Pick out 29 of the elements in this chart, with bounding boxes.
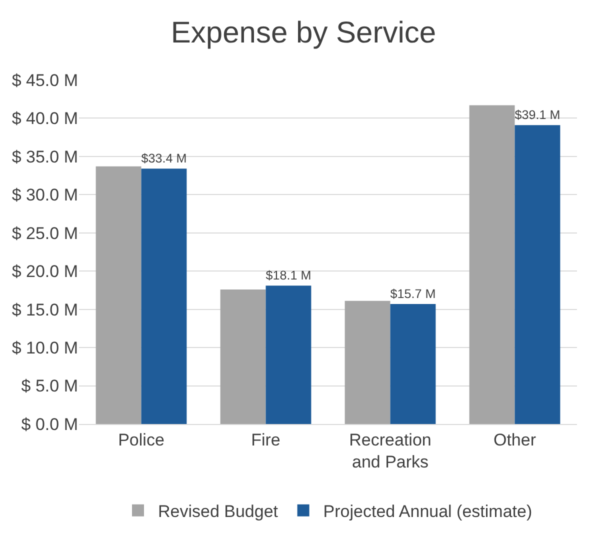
x-tick-label: Other	[493, 430, 536, 450]
bar	[220, 289, 266, 424]
data-label: $39.1 M	[514, 108, 560, 122]
data-label: $15.7 M	[390, 287, 436, 302]
data-label: $33.4 M	[141, 152, 187, 166]
y-tick-label: $ 5.0 M	[21, 376, 78, 396]
y-tick-label: $ 10.0 M	[12, 338, 78, 358]
x-tick-label: Police	[118, 430, 164, 450]
y-tick-label: $ 30.0 M	[12, 186, 78, 205]
chart-title: Expense by Service	[170, 16, 436, 50]
data-label: $18.1 M	[266, 268, 312, 283]
bar	[344, 300, 390, 424]
x-tick-label: Fire	[251, 430, 280, 450]
bar	[266, 286, 312, 424]
bar	[96, 166, 142, 424]
y-tick-label: $ 45.0 M	[12, 70, 78, 90]
bar	[390, 304, 436, 424]
y-tick-label: $ 35.0 M	[12, 147, 78, 166]
x-tick-label: Recreation and Parks	[349, 430, 432, 472]
y-tick-label: $ 25.0 M	[12, 224, 78, 243]
legend-label: Revised Budget	[158, 502, 278, 521]
bar	[141, 168, 187, 424]
y-tick-label: $ 15.0 M	[12, 300, 78, 320]
bar	[514, 125, 560, 424]
legend-label: Projected Annual (estimate)	[323, 502, 532, 521]
y-tick-label: $ 0.0 M	[21, 414, 78, 434]
y-tick-label: $ 20.0 M	[12, 262, 78, 282]
bar	[469, 105, 515, 424]
y-tick-label: $ 40.0 M	[12, 109, 78, 128]
